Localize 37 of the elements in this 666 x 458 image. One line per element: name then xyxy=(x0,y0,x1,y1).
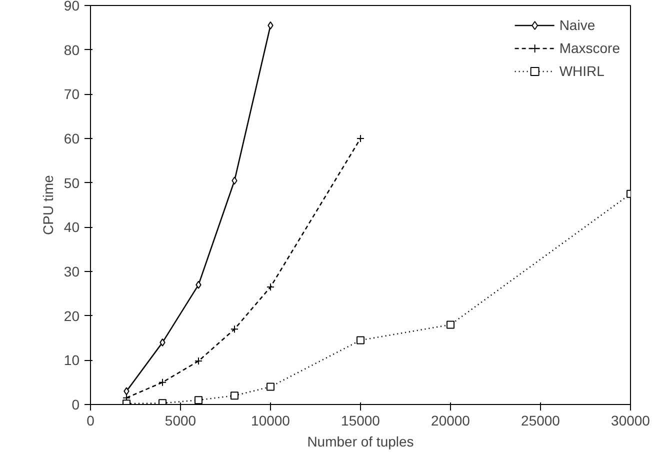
point xyxy=(356,134,364,142)
point xyxy=(356,336,364,344)
legend-label: WHIRL xyxy=(559,63,604,79)
x-tick-label: 30000 xyxy=(611,412,650,428)
x-axis-title: Number of tuples xyxy=(307,434,414,450)
y-tick-label: 60 xyxy=(64,130,80,146)
point xyxy=(446,320,454,329)
point xyxy=(196,280,202,289)
x-tick-label: 5000 xyxy=(164,412,196,428)
x-tick-label: 25000 xyxy=(521,412,560,428)
x-tick-label: 20000 xyxy=(431,412,470,428)
point xyxy=(194,396,202,404)
y-tick-label: 80 xyxy=(64,42,80,58)
y-tick-label: 40 xyxy=(64,219,80,236)
point xyxy=(158,378,166,386)
point xyxy=(268,21,274,30)
point xyxy=(266,283,274,292)
x-tick-label: 10000 xyxy=(251,412,290,428)
y-tick-label: 10 xyxy=(64,352,80,368)
y-axis-title: CPU time xyxy=(40,174,56,235)
point xyxy=(232,176,238,185)
legend-label: Naive xyxy=(559,17,596,33)
point xyxy=(266,382,274,391)
legend-label: Maxscore xyxy=(559,40,620,56)
point xyxy=(230,392,238,400)
y-tick-label: 0 xyxy=(72,396,80,412)
y-tick-label: 50 xyxy=(64,174,80,191)
point xyxy=(124,387,130,396)
point xyxy=(230,325,238,334)
point xyxy=(194,357,202,366)
x-tick-label: 15000 xyxy=(341,412,380,428)
y-tick-label: 90 xyxy=(64,0,80,14)
x-tick-label: 0 xyxy=(86,412,95,428)
point xyxy=(160,338,166,346)
y-tick-label: 70 xyxy=(64,86,80,102)
y-tick-label: 30 xyxy=(64,264,80,280)
y-tick-label: 20 xyxy=(64,308,80,324)
